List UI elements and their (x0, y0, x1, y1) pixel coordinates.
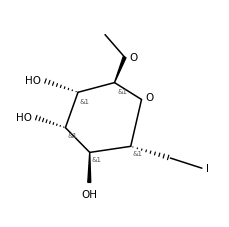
Text: &1: &1 (80, 98, 90, 104)
Text: &1: &1 (68, 132, 78, 138)
Text: HO: HO (25, 76, 41, 86)
Text: OH: OH (81, 189, 97, 199)
Polygon shape (114, 57, 126, 83)
Text: &1: &1 (133, 151, 143, 157)
Text: HO: HO (16, 112, 32, 122)
Text: &1: &1 (92, 157, 101, 163)
Polygon shape (88, 153, 91, 183)
Text: I: I (206, 163, 209, 173)
Text: O: O (146, 93, 154, 103)
Text: &1: &1 (117, 88, 127, 94)
Text: O: O (129, 52, 137, 62)
